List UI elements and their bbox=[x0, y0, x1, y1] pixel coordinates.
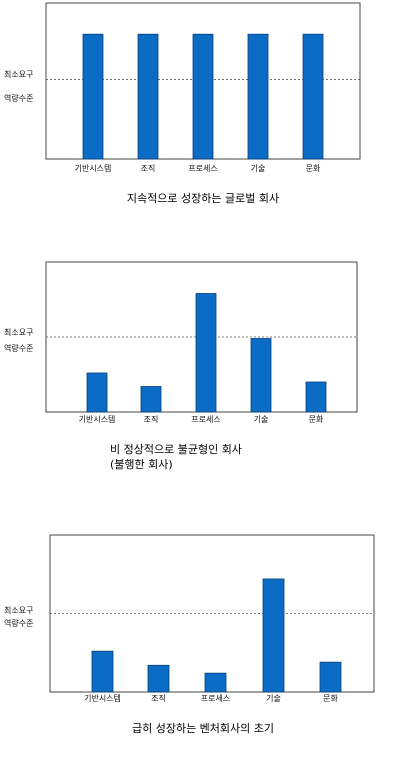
bar-2 bbox=[137, 33, 159, 160]
x-tick-label: 기술 bbox=[254, 414, 269, 424]
x-tick-label: 문화 bbox=[309, 415, 324, 424]
x-tick-label: 조직 bbox=[151, 693, 166, 703]
reference-label: 역량수준 bbox=[4, 343, 33, 353]
x-tick-label: 문화 bbox=[306, 164, 321, 173]
bar-1 bbox=[82, 33, 104, 160]
reference-label: 최소요구 bbox=[4, 69, 33, 79]
chart-caption: 비 정상적으로 불균형인 회사 bbox=[110, 443, 242, 456]
reference-label: 역량수준 bbox=[4, 618, 33, 628]
bar-5 bbox=[319, 661, 342, 693]
bar-1 bbox=[91, 650, 114, 693]
bar-4 bbox=[247, 33, 269, 160]
chart-caption: 급히 성장하는 벤처회사의 초기 bbox=[132, 721, 274, 735]
x-tick-label: 프로세스 bbox=[201, 694, 230, 703]
x-tick-label: 기반시스템 bbox=[84, 693, 121, 703]
x-tick-label: 조직 bbox=[144, 414, 159, 424]
bar-5 bbox=[302, 33, 324, 160]
bar-2 bbox=[147, 664, 170, 693]
reference-label: 최소요구 bbox=[4, 327, 33, 337]
bar-2 bbox=[140, 386, 162, 413]
chart-caption: 지속적으로 성장하는 글로벌 회사 bbox=[127, 191, 279, 205]
x-tick-label: 프로세스 bbox=[188, 164, 217, 173]
x-tick-label: 문화 bbox=[323, 694, 338, 703]
bar-3 bbox=[192, 33, 214, 160]
x-tick-label: 기반시스템 bbox=[79, 414, 116, 424]
bar-4 bbox=[250, 338, 272, 413]
bar-3 bbox=[195, 293, 217, 413]
bar-1 bbox=[86, 372, 108, 413]
x-tick-label: 기술 bbox=[266, 693, 281, 703]
reference-label: 최소요구 bbox=[4, 605, 33, 615]
x-tick-label: 기술 bbox=[251, 163, 266, 173]
x-tick-label: 프로세스 bbox=[191, 415, 220, 424]
x-tick-label: 조직 bbox=[141, 163, 156, 173]
bar-5 bbox=[305, 381, 327, 413]
bar-4 bbox=[262, 578, 285, 693]
reference-label: 역량수준 bbox=[4, 93, 33, 103]
chart-caption: (불행한 회사) bbox=[110, 458, 173, 471]
bar-3 bbox=[204, 672, 227, 693]
x-tick-label: 기반시스템 bbox=[75, 163, 112, 173]
